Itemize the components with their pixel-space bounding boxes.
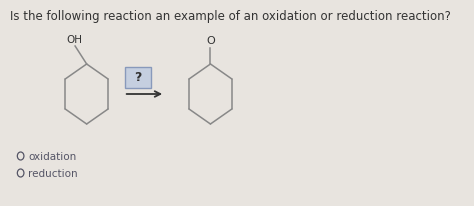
Text: Is the following reaction an example of an oxidation or reduction reaction?: Is the following reaction an example of … [10, 10, 451, 23]
Text: oxidation: oxidation [28, 151, 76, 161]
FancyBboxPatch shape [125, 67, 151, 88]
Text: O: O [206, 36, 215, 46]
Text: ?: ? [134, 71, 142, 84]
Text: reduction: reduction [28, 168, 78, 178]
Text: OH: OH [66, 35, 82, 45]
